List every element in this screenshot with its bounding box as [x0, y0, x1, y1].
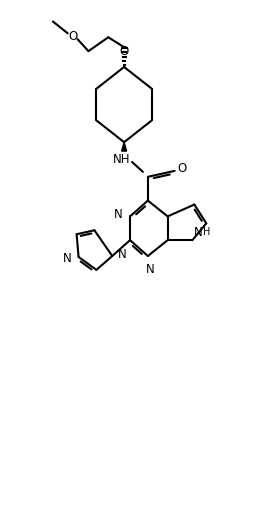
Polygon shape: [122, 142, 127, 151]
Text: O: O: [120, 45, 129, 58]
Text: N: N: [194, 226, 203, 239]
Text: N: N: [118, 247, 127, 261]
Text: O: O: [177, 162, 186, 176]
Text: O: O: [68, 30, 77, 43]
Text: NH: NH: [112, 153, 130, 165]
Text: N: N: [114, 208, 123, 221]
Text: N: N: [63, 252, 72, 265]
Text: N: N: [146, 263, 154, 276]
Text: H: H: [202, 227, 210, 237]
